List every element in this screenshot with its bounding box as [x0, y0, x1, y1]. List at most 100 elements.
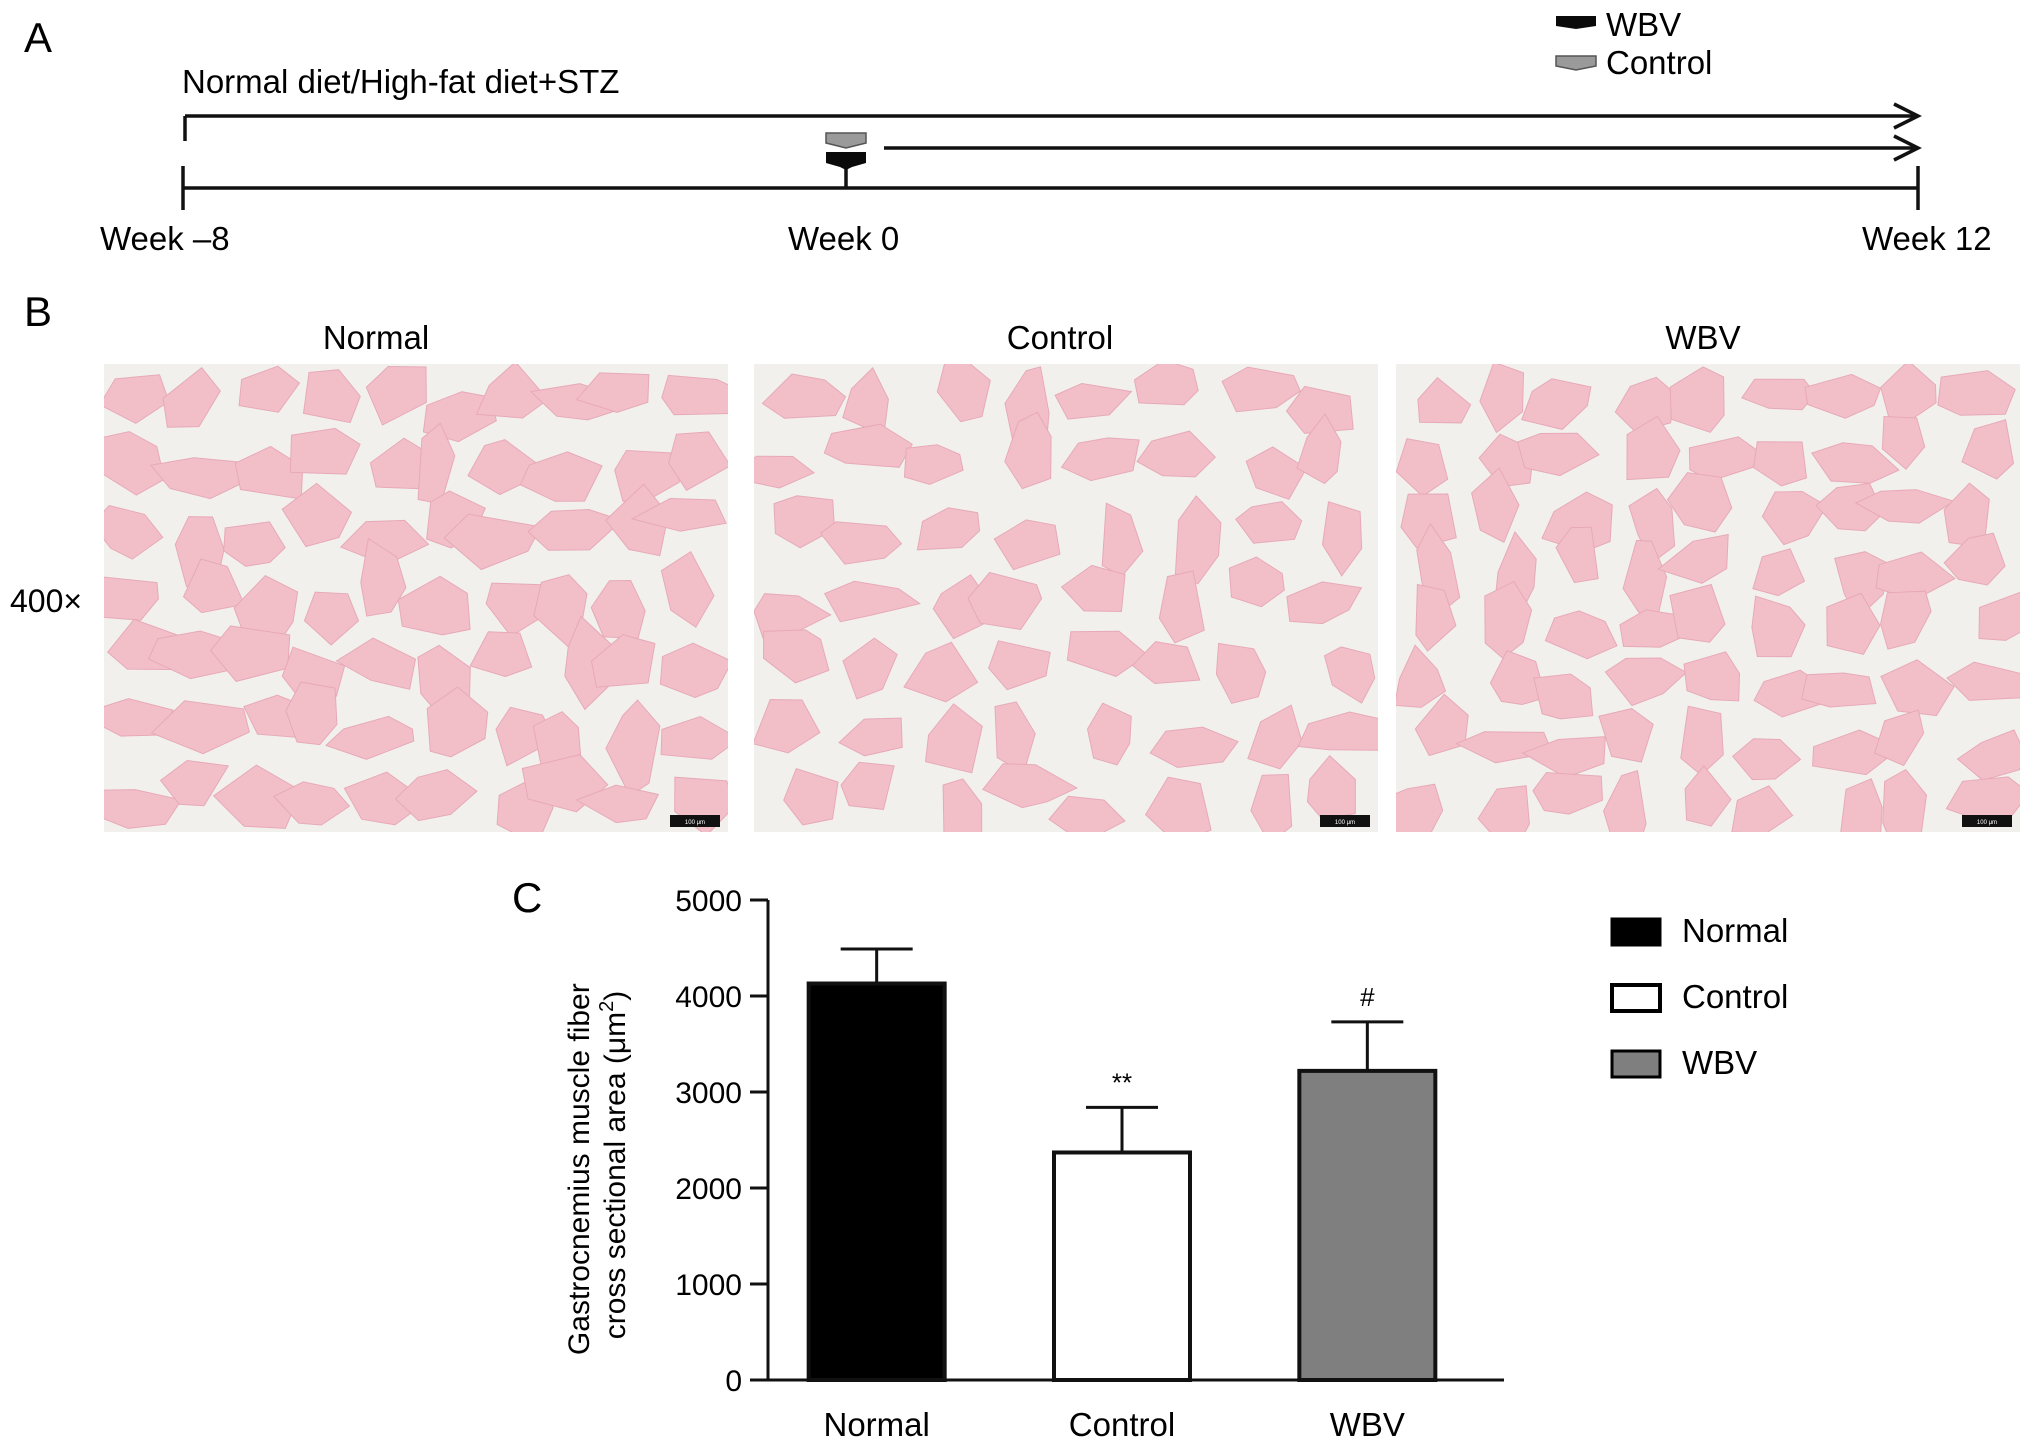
muscle-fiber — [942, 778, 983, 832]
muscle-fiber — [285, 681, 338, 746]
muscle-fiber — [1245, 446, 1307, 500]
muscle-fiber — [1250, 773, 1293, 832]
micrograph-wbv: 100 μm — [1396, 364, 2020, 832]
micrograph-normal: 100 μm — [104, 364, 728, 832]
panel-b: B 400× Normal Control WBV 100 μm 100 μm … — [10, 288, 2020, 832]
y-tick-label: 0 — [725, 1365, 742, 1398]
muscle-fiber — [1752, 441, 1808, 487]
muscle-fiber — [1133, 364, 1199, 406]
muscle-fiber — [660, 715, 728, 760]
muscle-fiber — [475, 364, 549, 419]
y-tick-label: 1000 — [675, 1269, 742, 1302]
muscle-fiber — [1874, 709, 1925, 767]
muscle-fiber — [783, 767, 839, 826]
muscle-fiber — [842, 637, 898, 700]
muscle-fiber — [162, 366, 221, 428]
muscle-fiber — [575, 372, 650, 413]
muscle-fiber — [1544, 610, 1618, 660]
muscle-fiber — [661, 374, 728, 416]
wbv-marker-icon — [826, 152, 866, 170]
muscle-fiber — [281, 482, 353, 548]
muscle-fiber — [1396, 644, 1447, 708]
muscle-fiber — [289, 427, 361, 475]
muscle-fiber — [397, 575, 471, 636]
muscle-fiber — [1880, 590, 1932, 650]
y-axis-label-line1: Gastrocnemius muscle fiber — [563, 983, 596, 1355]
muscle-fiber — [1285, 385, 1354, 434]
muscle-fiber — [426, 686, 489, 758]
muscle-fiber — [936, 364, 991, 423]
significance-marker: # — [1360, 982, 1375, 1012]
muscle-fiber — [1666, 472, 1733, 533]
muscle-fiber — [495, 706, 556, 767]
muscle-fiber — [1752, 548, 1806, 597]
panel-a: A Normal diet/High-fat diet+STZ Week –8 … — [24, 6, 1992, 257]
muscle-fiber — [1471, 467, 1520, 543]
muscle-fiber — [1937, 370, 2016, 416]
muscle-fiber — [1978, 591, 2020, 641]
muscle-fiber — [660, 550, 715, 628]
muscle-fiber — [819, 521, 903, 565]
muscle-fiber — [1004, 411, 1052, 490]
control-legend-icon — [1555, 55, 1597, 71]
muscle-fiber — [365, 365, 427, 426]
muscle-fiber — [1521, 378, 1592, 430]
micrograph-title-wbv: WBV — [1665, 319, 1740, 356]
muscle-fiber — [1048, 795, 1126, 832]
micrograph-control: 100 μm — [754, 364, 1378, 832]
muscle-fiber — [590, 634, 656, 688]
muscle-fiber — [1396, 438, 1449, 497]
panel-b-letter: B — [24, 288, 52, 335]
diet-label: Normal diet/High-fat diet+STZ — [182, 63, 619, 100]
x-tick-label: WBV — [1330, 1406, 1405, 1443]
scale-bar-label: 100 μm — [685, 820, 705, 826]
muscle-fiber — [1174, 495, 1222, 585]
muscle-fiber — [993, 519, 1061, 571]
muscle-fiber — [1669, 583, 1726, 643]
muscle-fiber — [754, 698, 821, 754]
muscle-fiber — [1131, 641, 1201, 685]
muscle-fiber — [1840, 778, 1883, 832]
muscle-fiber — [1060, 437, 1140, 482]
muscle-fiber — [1228, 556, 1285, 608]
muscle-fiber — [272, 781, 351, 826]
muscle-fiber — [182, 558, 246, 614]
muscle-fiber — [360, 537, 407, 617]
muscle-fiber — [1296, 413, 1342, 485]
muscle-fiber — [104, 505, 164, 560]
muscle-fiber — [1603, 770, 1647, 832]
y-tick-label: 3000 — [675, 1077, 742, 1110]
micrograph-title-control: Control — [1007, 319, 1113, 356]
muscle-fiber — [630, 497, 727, 532]
muscle-fiber — [1684, 765, 1732, 827]
muscle-fiber — [1101, 502, 1144, 577]
bar-wbv — [1297, 1068, 1438, 1382]
muscle-fiber — [1669, 366, 1725, 433]
legend-swatch-wbv — [1610, 1049, 1662, 1079]
muscle-fiber — [469, 631, 533, 678]
muscle-fiber — [967, 571, 1043, 631]
scale-bar-label: 100 μm — [1335, 820, 1355, 826]
legend-label-wbv: WBV — [1682, 1044, 1757, 1081]
muscle-fiber — [1396, 783, 1444, 832]
muscle-fiber — [1604, 657, 1688, 707]
muscle-fiber — [1477, 785, 1530, 832]
muscle-fiber — [1479, 364, 1525, 434]
muscle-fiber — [1811, 442, 1900, 484]
muscle-fiber — [1321, 501, 1363, 577]
timeline-legend-control: Control — [1606, 44, 1712, 81]
muscle-fiber — [1882, 768, 1928, 832]
muscle-fiber — [443, 513, 542, 571]
muscle-fiber — [519, 451, 603, 502]
y-tick-label: 4000 — [675, 981, 742, 1014]
timeline-legend-wbv: WBV — [1606, 6, 1681, 43]
y-axis-label-line2: cross sectional area (μm — [599, 1012, 632, 1339]
diet-arrow — [183, 102, 1922, 141]
micrograph-title-normal: Normal — [323, 319, 429, 356]
muscle-fiber — [1598, 708, 1654, 763]
muscle-fiber — [1532, 771, 1604, 815]
y-tick-label: 2000 — [675, 1173, 742, 1206]
scale-bar — [1320, 815, 1370, 827]
muscle-fiber — [1826, 592, 1881, 655]
muscle-fiber — [212, 764, 303, 829]
